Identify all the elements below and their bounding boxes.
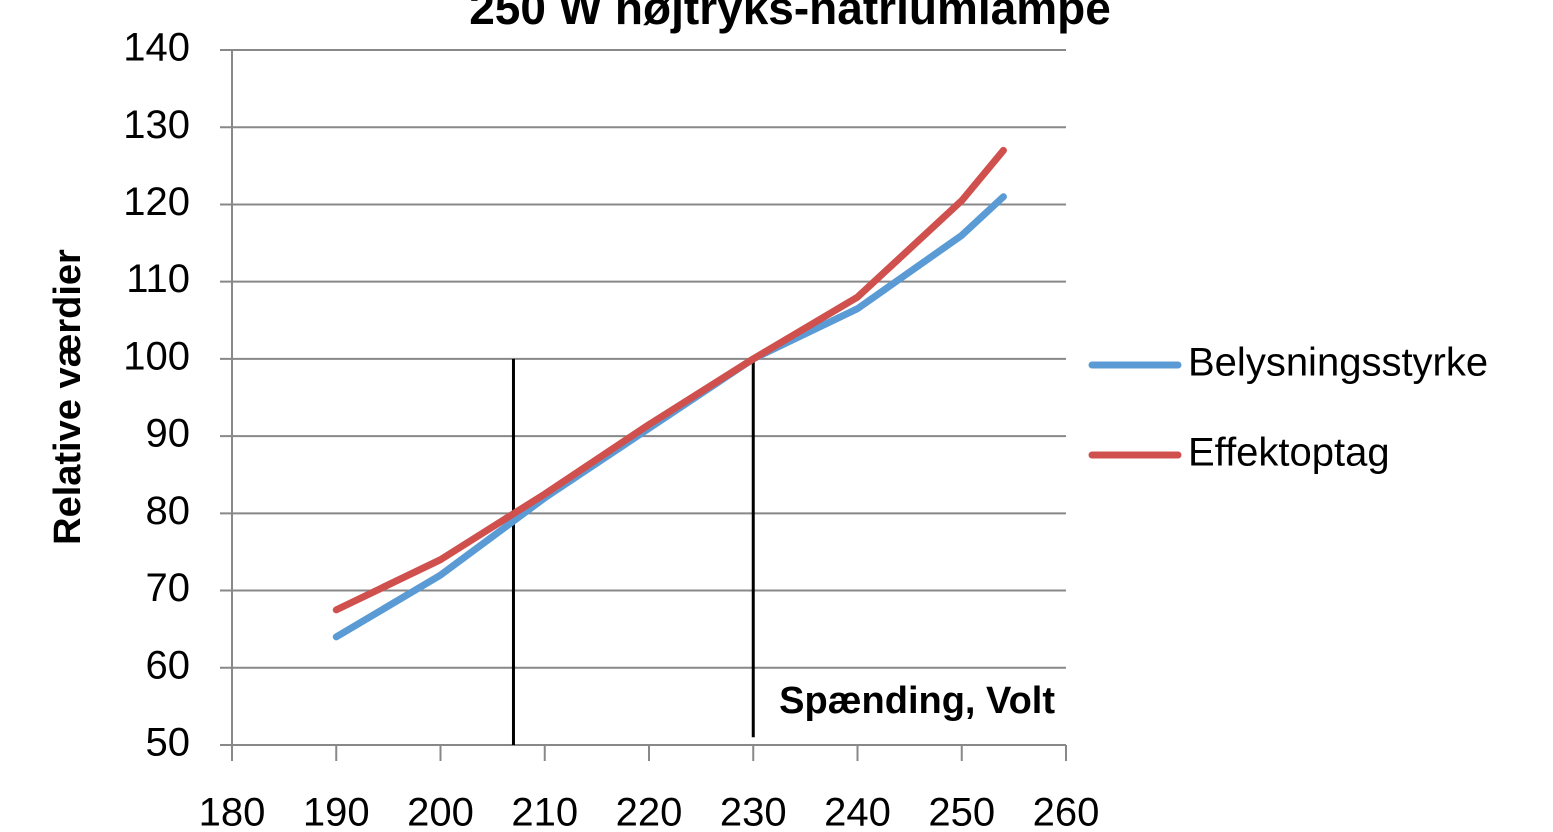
y-tick-label: 70 <box>146 566 191 610</box>
x-axis-title: Spænding, Volt <box>779 680 1055 722</box>
x-tick-label: 260 <box>1033 791 1100 832</box>
x-tick-label: 190 <box>303 791 370 832</box>
x-tick-label: 240 <box>824 791 891 832</box>
x-tick-label: 220 <box>616 791 683 832</box>
y-tick-label: 120 <box>123 180 190 224</box>
y-axis-title: Relative værdier <box>47 249 89 545</box>
x-tick-label: 200 <box>407 791 474 832</box>
x-tick-label: 180 <box>199 791 266 832</box>
legend-label: Belysningsstyrke <box>1188 341 1488 385</box>
y-tick-label: 80 <box>146 489 191 533</box>
x-tick-label: 230 <box>720 791 787 832</box>
series-line <box>332 193 1007 641</box>
y-tick-label: 50 <box>146 721 191 765</box>
legend-label: Effektoptag <box>1188 431 1390 475</box>
series-line <box>332 146 1007 614</box>
y-tick-label: 110 <box>126 257 190 301</box>
y-tick-label: 60 <box>146 643 191 687</box>
x-tick-label: 250 <box>928 791 995 832</box>
y-tick-label: 90 <box>146 412 191 456</box>
y-tick-label: 130 <box>123 103 190 147</box>
y-tick-label: 140 <box>123 26 190 70</box>
y-tick-label: 100 <box>123 334 190 378</box>
x-tick-label: 210 <box>511 791 578 832</box>
chart-title: 250 W højtryks-natriumlampe <box>469 0 1111 34</box>
